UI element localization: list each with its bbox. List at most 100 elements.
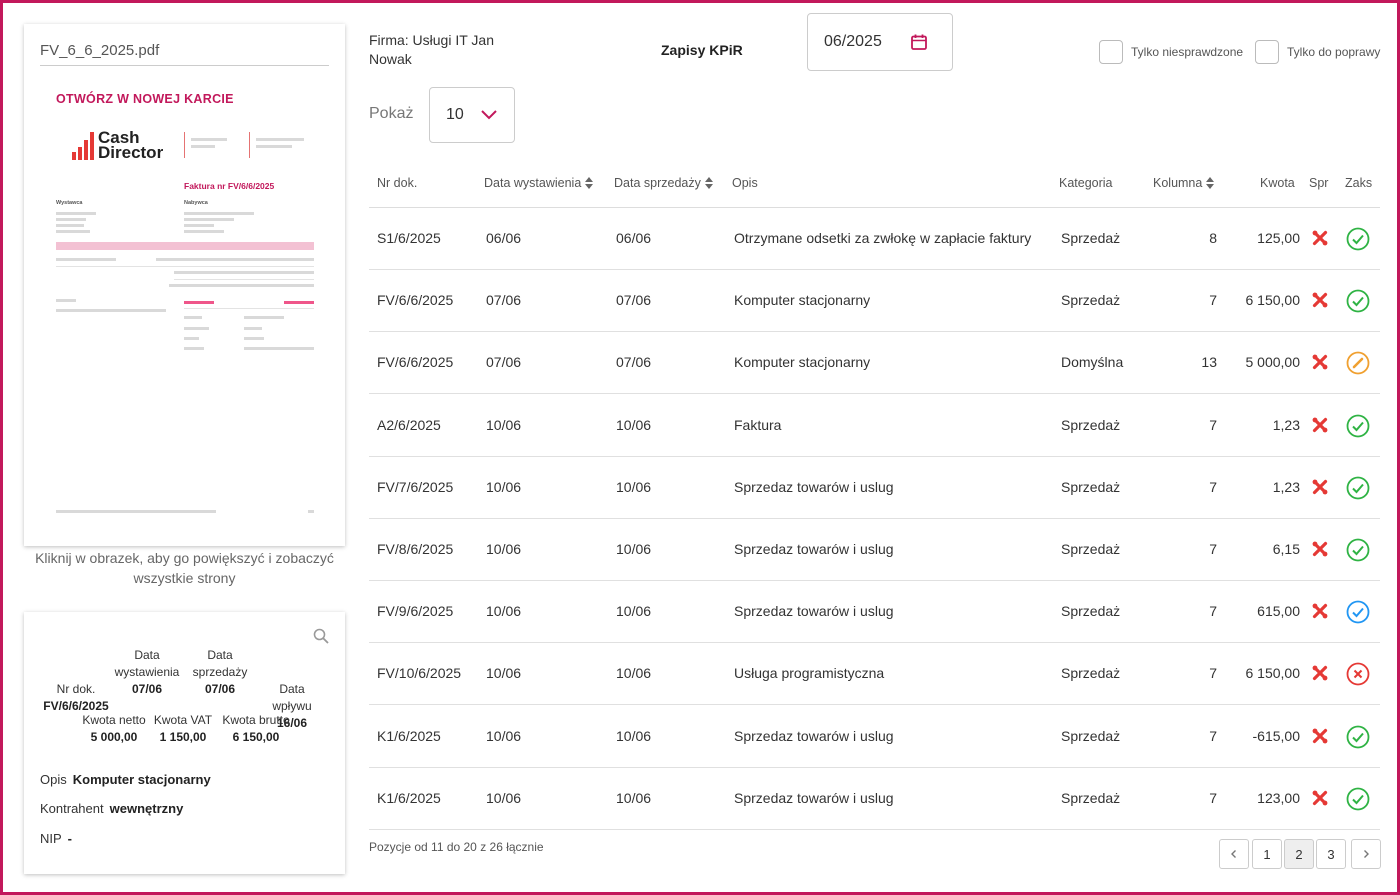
row-category: Sprzedaż bbox=[1061, 789, 1121, 806]
pdf-invoice-title: Faktura nr FV/6/6/2025 bbox=[184, 181, 275, 191]
firm-name: Firma: Usługi IT Jan Nowak bbox=[369, 32, 494, 67]
page-button-1[interactable]: 1 bbox=[1252, 839, 1282, 869]
row-nr: K1/6/2025 bbox=[377, 789, 441, 806]
check-circle-icon[interactable] bbox=[1346, 538, 1370, 562]
row-nr: S1/6/2025 bbox=[377, 230, 441, 246]
x-circle-icon[interactable] bbox=[1346, 662, 1370, 686]
page-size-value: 10 bbox=[446, 106, 464, 123]
tools-icon[interactable] bbox=[1311, 353, 1329, 371]
check-circle-icon[interactable] bbox=[1346, 725, 1370, 749]
row-column: 7 bbox=[1209, 665, 1217, 682]
row-nr: FV/8/6/2025 bbox=[377, 541, 454, 557]
col-column[interactable]: Kolumna bbox=[1153, 176, 1215, 190]
next-page-button[interactable] bbox=[1351, 839, 1381, 869]
chevron-right-icon bbox=[1364, 850, 1369, 858]
page-size-select[interactable]: 10 bbox=[429, 87, 515, 143]
check-circle-blue-icon[interactable] bbox=[1346, 600, 1370, 624]
page-button-2[interactable]: 2 bbox=[1284, 839, 1314, 869]
calendar-icon[interactable] bbox=[910, 33, 928, 51]
check-circle-icon[interactable] bbox=[1346, 414, 1370, 438]
pdf-preview[interactable]: FV_6_6_2025.pdf OTWÓRZ W NOWEJ KARCIE Ca… bbox=[24, 24, 345, 546]
table-row[interactable]: FV/10/6/2025 10/06 10/06 Usługa programisty… bbox=[369, 643, 1380, 706]
col-issue-date[interactable]: Data wystawienia bbox=[484, 176, 594, 190]
row-column: 8 bbox=[1209, 230, 1217, 246]
sort-icon[interactable] bbox=[1206, 177, 1215, 189]
table-row[interactable]: K1/6/2025 10/06 10/06 Sprzedaz towarów i us… bbox=[369, 706, 1380, 768]
pdf-meta-sale bbox=[249, 132, 304, 158]
row-sale-date: 10/06 bbox=[616, 416, 652, 433]
row-description: Sprzedaz towarów i uslug bbox=[734, 478, 894, 495]
prev-page-button[interactable] bbox=[1219, 839, 1249, 869]
row-nr: FV/6/6/2025 bbox=[377, 354, 454, 371]
row-amount: -615,00 bbox=[1252, 727, 1300, 744]
tools-icon[interactable] bbox=[1311, 540, 1329, 558]
chevron-left-icon bbox=[1231, 850, 1236, 858]
pdf-table-header bbox=[56, 242, 314, 250]
check-circle-icon[interactable] bbox=[1346, 227, 1370, 251]
col-sale-date[interactable]: Data sprzedaży bbox=[614, 176, 713, 190]
sort-icon[interactable] bbox=[704, 177, 713, 189]
row-description: Komputer stacjonarny bbox=[734, 354, 871, 371]
tools-icon[interactable] bbox=[1311, 727, 1329, 745]
page-title: Zapisy KPiR bbox=[661, 42, 743, 58]
unchecked-only-label: Tylko niesprawdzone bbox=[1131, 45, 1244, 59]
logo-line-2: Director bbox=[98, 143, 164, 162]
tools-icon[interactable] bbox=[1311, 229, 1329, 247]
row-column: 7 bbox=[1209, 292, 1217, 309]
tools-icon[interactable] bbox=[1311, 478, 1329, 496]
tools-icon[interactable] bbox=[1311, 416, 1329, 434]
table-row[interactable]: FV/7/6/2025 10/06 10/06 Sprzedaz towarów i … bbox=[369, 457, 1380, 519]
to-fix-only-checkbox[interactable] bbox=[1255, 40, 1279, 64]
document-details: Nr dok. FV/6/6/2025 Data wystawienia 07/… bbox=[24, 612, 345, 874]
detail-nip: NIP - bbox=[40, 831, 73, 846]
sort-icon[interactable] bbox=[585, 177, 594, 189]
row-description: Sprzedaz towarów i uslug bbox=[734, 789, 894, 806]
month-picker[interactable]: 06/2025 bbox=[807, 13, 953, 71]
col-check: Spr bbox=[1309, 176, 1329, 190]
row-category: Sprzedaż bbox=[1061, 541, 1121, 557]
table-row[interactable]: FV/8/6/2025 10/06 10/06 Sprzedaz towarów i … bbox=[369, 519, 1380, 581]
check-circle-icon[interactable] bbox=[1346, 289, 1370, 313]
table-row[interactable]: A2/6/2025 10/06 10/06 Faktura Sprzedaż 7 1,23 bbox=[369, 395, 1380, 457]
table-row[interactable]: FV/9/6/2025 10/06 10/06 Sprzedaz towarów i … bbox=[369, 581, 1380, 644]
check-circle-icon[interactable] bbox=[1346, 787, 1370, 811]
check-circle-icon[interactable] bbox=[1346, 476, 1370, 500]
row-nr: FV/7/6/2025 bbox=[377, 478, 454, 495]
table-row[interactable]: K1/6/2025 10/06 10/06 Sprzedaz towarów i us… bbox=[369, 768, 1380, 830]
row-description: Sprzedaz towarów i uslug bbox=[734, 541, 894, 557]
tools-icon[interactable] bbox=[1311, 291, 1329, 309]
row-description: Sprzedaz towarów i uslug bbox=[734, 727, 894, 744]
pdf-seller-label: Wystawca bbox=[56, 200, 83, 206]
tools-icon[interactable] bbox=[1311, 602, 1329, 620]
detail-receipt-date: Data wpływu 16/06 bbox=[272, 682, 312, 730]
row-issue-date: 10/06 bbox=[486, 603, 522, 620]
row-issue-date: 10/06 bbox=[486, 416, 522, 433]
row-description: Otrzymane odsetki za zwłokę w zapłacie f… bbox=[734, 230, 1032, 246]
row-nr: FV/9/6/2025 bbox=[377, 603, 454, 620]
row-column: 7 bbox=[1209, 603, 1217, 620]
tools-icon[interactable] bbox=[1311, 789, 1329, 807]
row-amount: 5 000,00 bbox=[1245, 354, 1301, 371]
cash-director-logo: Cash Director bbox=[72, 129, 164, 162]
unchecked-only-checkbox[interactable] bbox=[1099, 40, 1123, 64]
pdf-seller: Wystawca bbox=[56, 200, 83, 206]
col-booked: Zaks bbox=[1345, 176, 1373, 190]
col-nr: Nr dok. bbox=[377, 176, 418, 190]
search-icon[interactable] bbox=[313, 628, 329, 644]
table-row[interactable]: S1/6/2025 06/06 06/06 Otrzymane odsetki za … bbox=[369, 208, 1380, 270]
row-column: 13 bbox=[1201, 354, 1217, 371]
tools-icon[interactable] bbox=[1311, 664, 1329, 682]
row-sale-date: 10/06 bbox=[616, 727, 652, 744]
row-amount: 6 150,00 bbox=[1245, 292, 1301, 309]
page-button-3[interactable]: 3 bbox=[1316, 839, 1346, 869]
table-row[interactable]: FV/6/6/2025 07/06 07/06 Komputer stacjonarn… bbox=[369, 332, 1380, 395]
table-row[interactable]: FV/6/6/2025 07/06 07/06 Komputer stacjonarn… bbox=[369, 270, 1380, 333]
pencil-circle-icon[interactable] bbox=[1346, 351, 1370, 375]
row-issue-date: 06/06 bbox=[486, 230, 522, 246]
open-new-tab-link[interactable]: OTWÓRZ W NOWEJ KARCIE bbox=[56, 92, 234, 106]
row-issue-date: 10/06 bbox=[486, 541, 522, 557]
row-sale-date: 06/06 bbox=[616, 230, 652, 246]
row-issue-date: 10/06 bbox=[486, 665, 522, 682]
detail-contractor: Kontrahent wewnętrzny bbox=[40, 801, 184, 816]
row-issue-date: 07/06 bbox=[486, 292, 522, 309]
